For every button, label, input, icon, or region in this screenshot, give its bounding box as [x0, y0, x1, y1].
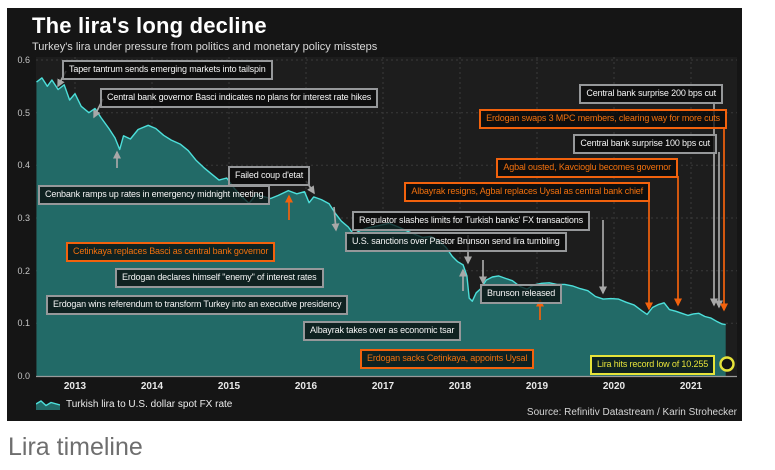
legend-label: Turkish lira to U.S. dollar spot FX rate: [66, 398, 233, 410]
x-axis-tick-label: 2015: [217, 381, 241, 392]
annotation-regulator: Regulator slashes limits for Turkish ban…: [352, 211, 590, 231]
annotation-swaps: Erdogan swaps 3 MPC members, clearing wa…: [479, 109, 727, 129]
y-axis-tick-label: 0.5: [17, 107, 30, 118]
annotation-resigns: Albayrak resigns, Agbal replaces Uysal a…: [404, 182, 650, 202]
x-axis-tick-label: 2021: [679, 381, 703, 392]
y-axis-tick-label: 0.4: [17, 160, 30, 171]
annotation-enemy: Erdogan declares himself "enemy" of inte…: [115, 268, 324, 288]
annotation-cenbank: Cenbank ramps up rates in emergency midn…: [38, 185, 271, 205]
annotation-cb200: Central bank surprise 200 bps cut: [579, 84, 723, 104]
source-credit: Source: Refinitiv Datastream / Karin Str…: [526, 407, 737, 418]
annotation-agbal: Agbal ousted, Kavcioglu becomes governor: [496, 158, 678, 178]
y-axis-tick-label: 0.3: [17, 213, 30, 223]
y-axis-tick-label: 0.6: [17, 55, 30, 65]
annotation-cetinkaya: Cetinkaya replaces Basci as central bank…: [66, 242, 276, 262]
annotation-sacks: Erdogan sacks Cetinkaya, appoints Uysal: [360, 349, 535, 369]
annotation-taper: Taper tantrum sends emerging markets int…: [62, 60, 273, 80]
x-axis-tick-label: 2014: [140, 381, 164, 392]
annotation-tsar: Albayrak takes over as economic tsar: [303, 321, 462, 341]
annotation-coup: Failed coup d'etat: [228, 166, 311, 186]
annotation-brunson: Brunson released: [480, 284, 563, 304]
area-series-icon: [36, 400, 60, 410]
annotation-cb100: Central bank surprise 100 bps cut: [573, 134, 717, 154]
x-axis-tick-label: 2019: [525, 381, 549, 392]
annotation-record: Lira hits record low of 10.255: [590, 355, 716, 375]
annotation-sanctions: U.S. sanctions over Pastor Brunson send …: [345, 232, 567, 252]
x-axis-tick-label: 2017: [371, 381, 395, 392]
y-axis-tick-label: 0.0: [17, 371, 30, 381]
x-axis-tick-label: 2013: [63, 381, 87, 392]
caption: Lira timeline: [8, 433, 143, 461]
chart-subtitle: Turkey's lira under pressure from politi…: [32, 41, 378, 53]
chart-title: The lira's long decline: [32, 13, 267, 38]
x-axis-tick-label: 2020: [602, 381, 626, 392]
annotation-referendum: Erdogan wins referendum to transform Tur…: [46, 295, 349, 315]
x-axis-tick-label: 2018: [448, 381, 472, 392]
legend: Turkish lira to U.S. dollar spot FX rate: [36, 398, 232, 410]
x-axis-tick-label: 2016: [294, 381, 318, 392]
annotation-basci: Central bank governor Basci indicates no…: [100, 88, 379, 108]
y-axis-tick-label: 0.1: [17, 318, 30, 329]
y-axis-tick-label: 0.2: [17, 265, 30, 276]
